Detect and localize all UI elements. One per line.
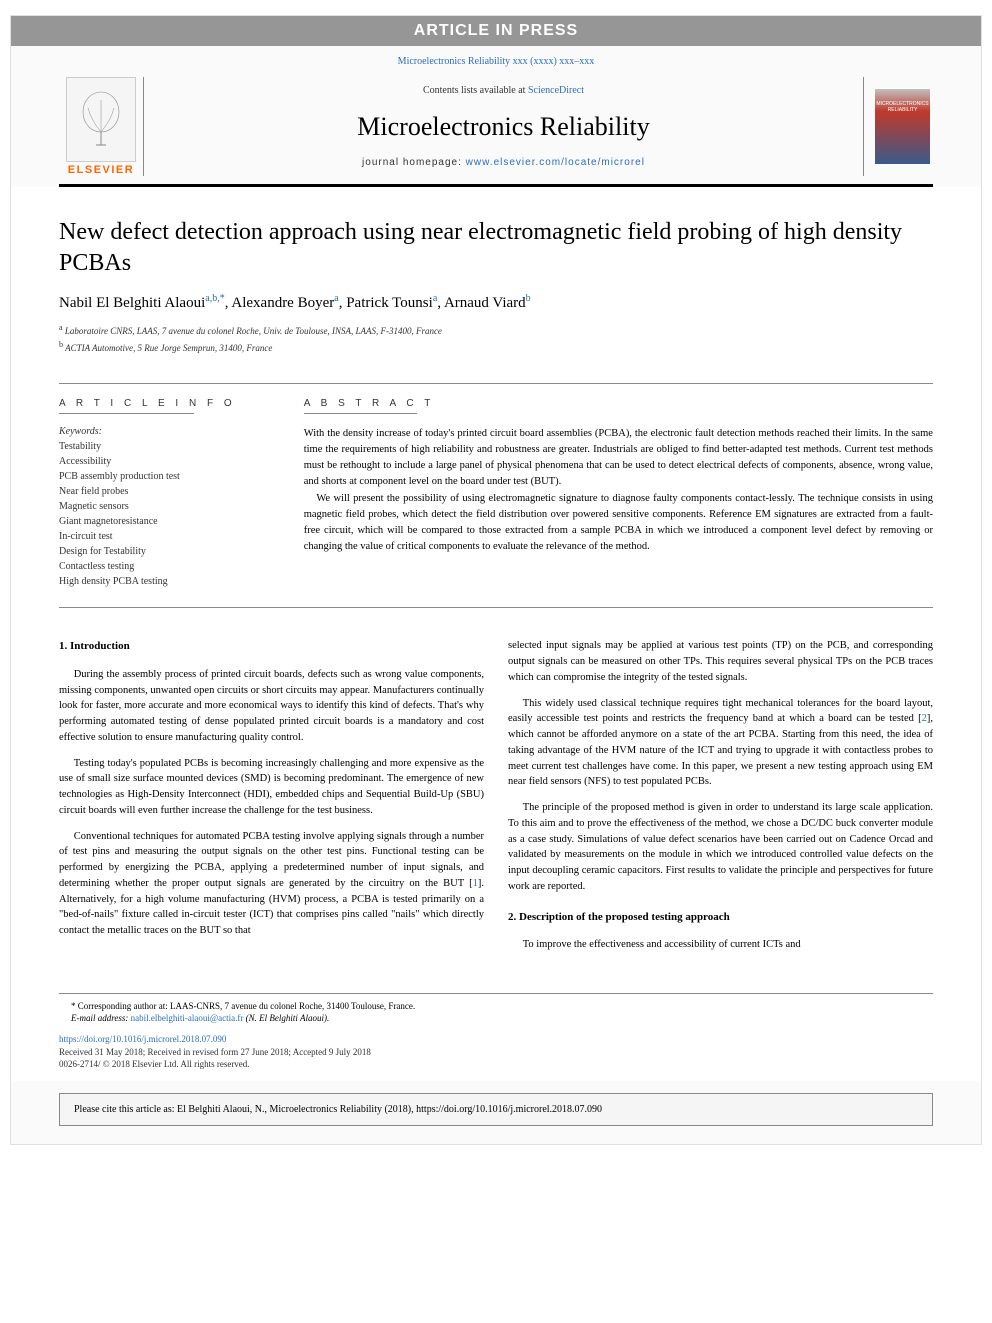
journal-name: Microelectronics Reliability bbox=[154, 100, 853, 154]
body-left-paragraphs: During the assembly process of printed c… bbox=[59, 667, 484, 939]
info-abstract-row: A R T I C L E I N F O Keywords: Testabil… bbox=[59, 383, 933, 608]
page-wrapper: ARTICLE IN PRESS Microelectronics Reliab… bbox=[0, 0, 992, 1155]
email-label: E-mail address: bbox=[71, 1013, 131, 1023]
keyword-item: Magnetic sensors bbox=[59, 499, 284, 514]
keyword-item: Contactless testing bbox=[59, 559, 284, 574]
dates-line: Received 31 May 2018; Received in revise… bbox=[59, 1046, 933, 1059]
body-paragraph: Testing today's populated PCBs is becomi… bbox=[59, 756, 484, 819]
doi-link[interactable]: https://doi.org/10.1016/j.microrel.2018.… bbox=[59, 1034, 226, 1044]
body-paragraph: selected input signals may be applied at… bbox=[508, 638, 933, 685]
sciencedirect-link[interactable]: ScienceDirect bbox=[528, 85, 584, 96]
article-in-press-banner: ARTICLE IN PRESS bbox=[11, 16, 981, 46]
contents-line: Contents lists available at ScienceDirec… bbox=[154, 85, 853, 96]
body-right-intro-paragraphs: selected input signals may be applied at… bbox=[508, 638, 933, 894]
email-suffix: (N. El Belghiti Alaoui). bbox=[243, 1013, 329, 1023]
journal-cover-block: MICROELECTRONICS RELIABILITY bbox=[863, 77, 933, 176]
outer-frame: ARTICLE IN PRESS Microelectronics Reliab… bbox=[10, 15, 982, 1145]
keywords-label: Keywords: bbox=[59, 426, 284, 437]
corresponding-email-link[interactable]: nabil.elbelghiti-alaoui@actia.fr bbox=[131, 1013, 244, 1023]
issn-copyright-line: 0026-2714/ © 2018 Elsevier Ltd. All righ… bbox=[59, 1058, 933, 1071]
abstract-text: With the density increase of today's pri… bbox=[304, 426, 933, 554]
affiliations-block: a Laboratoire CNRS, LAAS, 7 avenue du co… bbox=[59, 322, 933, 355]
cite-box: Please cite this article as: El Belghiti… bbox=[59, 1093, 933, 1126]
keyword-item: Near field probes bbox=[59, 484, 284, 499]
citation-top: Microelectronics Reliability xxx (xxxx) … bbox=[11, 46, 981, 77]
email-line: E-mail address: nabil.elbelghiti-alaoui@… bbox=[71, 1012, 933, 1025]
abstract-paragraph: With the density increase of today's pri… bbox=[304, 426, 933, 489]
journal-cover-thumb: MICROELECTRONICS RELIABILITY bbox=[875, 89, 930, 164]
section-1-heading: 1. Introduction bbox=[59, 638, 484, 655]
footer-block: * Corresponding author at: LAAS-CNRS, 7 … bbox=[59, 993, 933, 1071]
journal-center: Contents lists available at ScienceDirec… bbox=[144, 77, 863, 176]
homepage-prefix: journal homepage: bbox=[362, 157, 466, 168]
keyword-item: Testability bbox=[59, 439, 284, 454]
homepage-link[interactable]: www.elsevier.com/locate/microrel bbox=[466, 157, 645, 168]
keyword-item: Giant magnetoresistance bbox=[59, 514, 284, 529]
homepage-line: journal homepage: www.elsevier.com/locat… bbox=[154, 157, 853, 168]
article-info-header: A R T I C L E I N F O bbox=[59, 398, 284, 409]
body-columns: 1. Introduction During the assembly proc… bbox=[59, 638, 933, 963]
keyword-item: PCB assembly production test bbox=[59, 469, 284, 484]
keyword-item: High density PCBA testing bbox=[59, 574, 284, 589]
corresponding-author: * Corresponding author at: LAAS-CNRS, 7 … bbox=[71, 1000, 933, 1013]
body-col-right: selected input signals may be applied at… bbox=[508, 638, 933, 963]
abstract-paragraph: We will present the possibility of using… bbox=[304, 491, 933, 554]
body-paragraph: The principle of the proposed method is … bbox=[508, 800, 933, 895]
keywords-list: TestabilityAccessibilityPCB assembly pro… bbox=[59, 439, 284, 589]
body-paragraph: To improve the effectiveness and accessi… bbox=[508, 937, 933, 953]
article-info-col: A R T I C L E I N F O Keywords: Testabil… bbox=[59, 398, 304, 589]
contents-prefix: Contents lists available at bbox=[423, 85, 528, 96]
elsevier-label: ELSEVIER bbox=[68, 164, 134, 176]
body-paragraph: This widely used classical technique req… bbox=[508, 696, 933, 791]
journal-header: ELSEVIER Contents lists available at Sci… bbox=[11, 77, 981, 176]
keyword-item: In-circuit test bbox=[59, 529, 284, 544]
elsevier-tree-icon bbox=[66, 77, 136, 162]
abstract-col: A B S T R A C T With the density increas… bbox=[304, 398, 933, 589]
content-area: New defect detection approach using near… bbox=[11, 187, 981, 1081]
elsevier-logo-block: ELSEVIER bbox=[59, 77, 144, 176]
abstract-divider bbox=[304, 413, 417, 414]
body-paragraph: Conventional techniques for automated PC… bbox=[59, 829, 484, 939]
cover-title-text: MICROELECTRONICS RELIABILITY bbox=[875, 101, 930, 113]
affiliation-line: b ACTIA Automotive, 5 Rue Jorge Semprun,… bbox=[59, 339, 933, 356]
keyword-item: Design for Testability bbox=[59, 544, 284, 559]
body-right-sec2-paragraphs: To improve the effectiveness and accessi… bbox=[508, 937, 933, 953]
article-title: New defect detection approach using near… bbox=[59, 217, 933, 279]
info-divider bbox=[59, 413, 194, 414]
affiliation-line: a Laboratoire CNRS, LAAS, 7 avenue du co… bbox=[59, 322, 933, 339]
body-col-left: 1. Introduction During the assembly proc… bbox=[59, 638, 484, 963]
body-paragraph: During the assembly process of printed c… bbox=[59, 667, 484, 746]
authors-line: Nabil El Belghiti Alaouia,b,*, Alexandre… bbox=[59, 293, 933, 312]
abstract-header: A B S T R A C T bbox=[304, 398, 933, 409]
keyword-item: Accessibility bbox=[59, 454, 284, 469]
section-2-heading: 2. Description of the proposed testing a… bbox=[508, 909, 933, 926]
